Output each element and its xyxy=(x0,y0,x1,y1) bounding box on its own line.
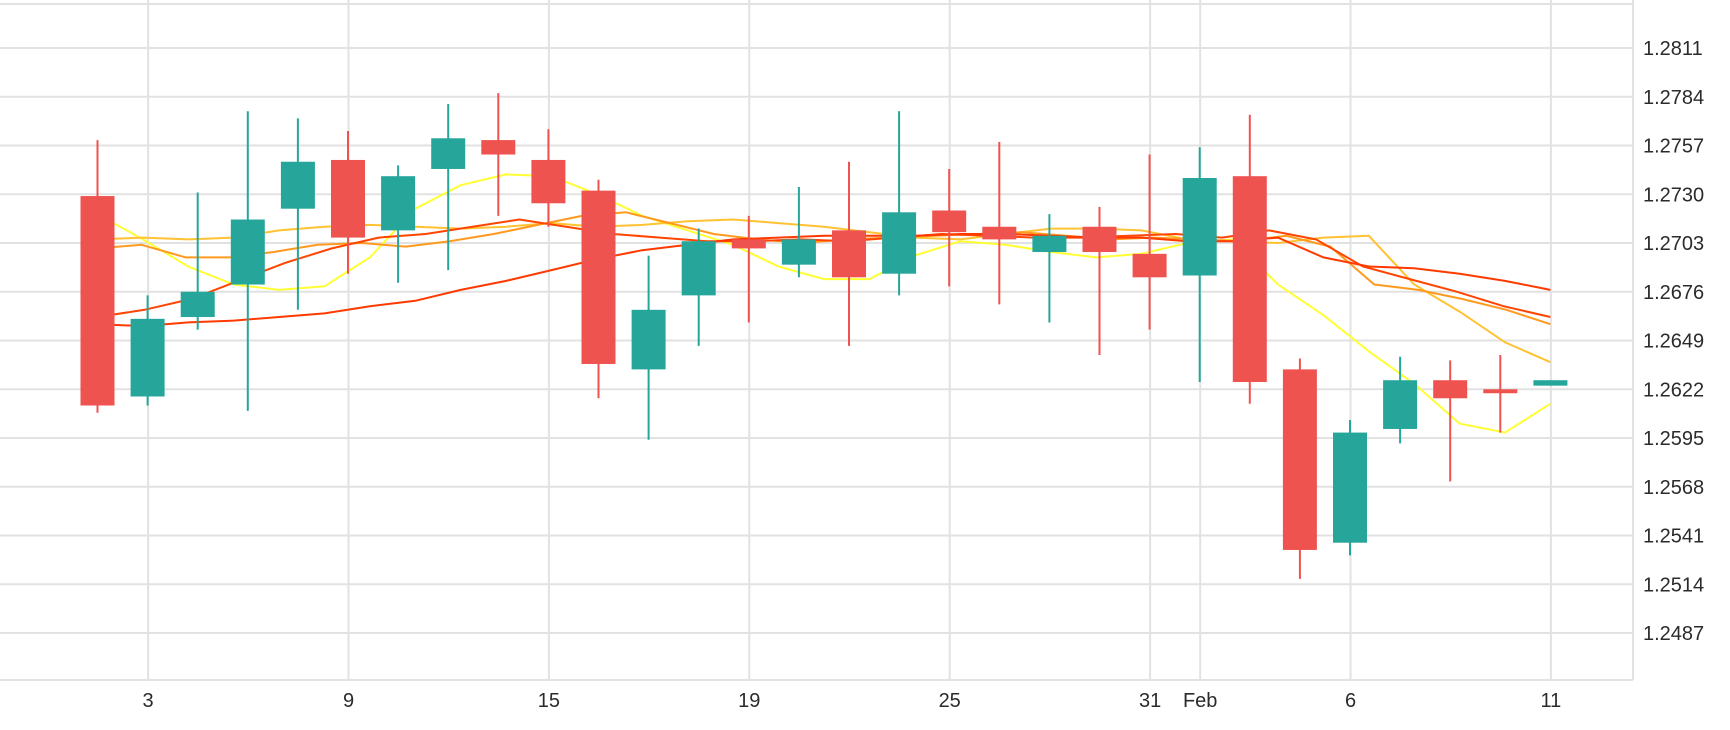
candle-body xyxy=(1082,226,1117,253)
y-tick-label: 1.2811 xyxy=(1643,38,1703,60)
x-tick-label: 25 xyxy=(939,690,961,712)
candle-down xyxy=(331,131,365,274)
candle-up xyxy=(1383,356,1418,444)
y-tick-label: 1.2514 xyxy=(1643,574,1704,596)
moving-average-line xyxy=(97,173,1551,434)
candle-up xyxy=(681,228,716,346)
x-tick-label: 6 xyxy=(1345,690,1356,712)
candle-down xyxy=(1483,354,1518,433)
candle-down xyxy=(581,179,616,399)
candle-up xyxy=(1333,419,1367,556)
x-axis-ticks: 3 9 15 19 25 31 Feb 6 11 xyxy=(143,690,1562,712)
candle-body xyxy=(882,212,917,274)
candle-down xyxy=(1433,360,1468,482)
moving-average-lines xyxy=(97,173,1551,434)
candle-body xyxy=(832,230,866,278)
candle-up xyxy=(130,295,165,406)
moving-average-line xyxy=(97,233,1551,328)
y-tick-label: 1.2541 xyxy=(1643,526,1704,548)
candle-up xyxy=(1533,380,1568,386)
candle-down xyxy=(982,141,1017,305)
candle-up xyxy=(180,192,215,330)
y-tick-label: 1.2622 xyxy=(1643,379,1704,401)
candle-body xyxy=(631,309,666,370)
candle-body xyxy=(932,210,967,233)
moving-average-line xyxy=(97,218,1551,318)
candle-body xyxy=(1182,178,1217,276)
y-tick-label: 1.2487 xyxy=(1643,623,1704,645)
x-tick-label: 19 xyxy=(738,690,760,712)
candle-up xyxy=(381,165,416,283)
y-tick-label: 1.2730 xyxy=(1643,184,1704,206)
candle-up xyxy=(781,187,816,278)
candle-body xyxy=(1533,380,1568,386)
candle-down xyxy=(731,215,766,323)
x-tick-label: Feb xyxy=(1183,690,1217,712)
y-tick-label: 1.2649 xyxy=(1643,331,1704,353)
candle-body xyxy=(581,190,616,364)
y-tick-label: 1.2676 xyxy=(1643,282,1704,304)
candle-body xyxy=(481,140,516,155)
candle-body xyxy=(982,226,1017,240)
candle-down xyxy=(1082,206,1117,355)
y-tick-label: 1.2784 xyxy=(1643,87,1704,109)
candle-down xyxy=(481,93,516,216)
y-axis-ticks: 1.2811 1.2784 1.2757 1.2730 1.2703 1.2676 1.26… xyxy=(1643,38,1704,645)
y-tick-label: 1.2757 xyxy=(1643,136,1704,158)
candle-up xyxy=(280,118,315,310)
candle-up xyxy=(230,111,265,411)
candle-down xyxy=(1132,154,1167,330)
grid xyxy=(0,0,1634,681)
candle-body xyxy=(331,159,365,238)
x-tick-label: 3 xyxy=(143,690,154,712)
candle-down xyxy=(80,140,115,413)
candle-body xyxy=(1232,176,1267,383)
y-tick-label: 1.2595 xyxy=(1643,428,1704,450)
x-tick-label: 9 xyxy=(343,690,354,712)
candle-down xyxy=(1232,114,1267,404)
candle-down xyxy=(932,168,967,287)
candle-body xyxy=(1433,380,1468,399)
x-tick-label: 31 xyxy=(1139,690,1161,712)
candle-down xyxy=(531,129,566,227)
candle-up xyxy=(431,103,466,271)
candle-body xyxy=(1032,235,1067,253)
candle-body xyxy=(1483,389,1518,394)
x-tick-label: 11 xyxy=(1541,690,1562,712)
candle-body xyxy=(230,219,265,285)
y-tick-label: 1.2703 xyxy=(1643,233,1704,255)
x-tick-label: 15 xyxy=(538,690,560,712)
candle-body xyxy=(80,196,115,406)
candle-body xyxy=(1383,380,1418,429)
candle-body xyxy=(1333,432,1367,543)
candle-body xyxy=(781,239,816,265)
candles xyxy=(80,93,1568,579)
candle-body xyxy=(280,161,315,209)
candle-body xyxy=(180,291,215,318)
candle-body xyxy=(681,241,716,296)
moving-average-line xyxy=(97,211,1551,326)
candle-body xyxy=(531,159,566,204)
candle-body xyxy=(130,318,165,397)
candle-body xyxy=(1132,253,1167,278)
candle-body xyxy=(381,176,416,231)
candle-up xyxy=(631,255,666,440)
candle-down xyxy=(832,161,866,346)
candle-body xyxy=(431,138,466,169)
candle-body xyxy=(731,239,766,249)
candle-down xyxy=(1282,358,1317,579)
candle-up xyxy=(1182,147,1217,383)
candle-up xyxy=(1032,214,1067,323)
candle-up xyxy=(882,111,917,296)
candle-body xyxy=(1282,369,1317,550)
y-tick-label: 1.2568 xyxy=(1643,477,1704,499)
